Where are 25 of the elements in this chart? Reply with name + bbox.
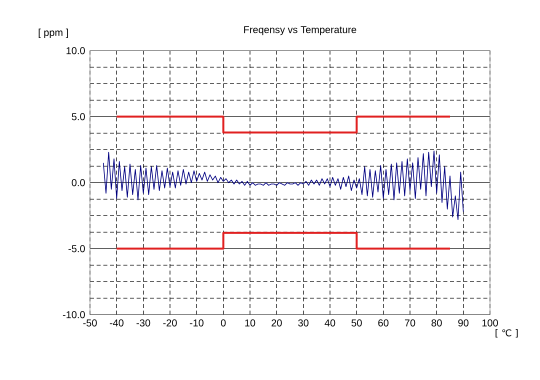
x-tick-label: -50 [83, 319, 97, 326]
x-tick-label: -10 [190, 319, 204, 326]
x-tick-label: 80 [432, 319, 442, 326]
x-tick-label: -20 [163, 319, 177, 326]
x-tick-label: 10 [245, 319, 256, 326]
chart-title: Freqensy vs Temperature [244, 26, 356, 36]
line-series [102, 150, 464, 220]
x-tick-label: 60 [378, 319, 388, 326]
x-tick-label: 0 [220, 319, 226, 326]
y-tick-label: 5.0 [72, 113, 85, 120]
y-axis-title: [ ppm ] [38, 28, 68, 38]
x-tick-label: 90 [458, 319, 468, 326]
y-tick-label: 10.0 [66, 47, 85, 54]
x-axis-title: [ ℃ ] [496, 329, 518, 338]
y-tick-label: 0.0 [72, 179, 85, 186]
y-tick-label: -10.0 [62, 311, 85, 318]
x-tick-label: -40 [110, 319, 124, 326]
x-tick-label: 20 [272, 319, 282, 326]
x-tick-label: 50 [352, 319, 362, 326]
x-tick-label: 40 [324, 319, 336, 326]
x-tick-label: 100 [482, 319, 498, 326]
x-tick-label: 30 [298, 319, 308, 326]
y-tick-label: -5.0 [68, 245, 85, 252]
x-tick-label: 70 [404, 319, 416, 326]
x-tick-label: -30 [136, 319, 150, 326]
